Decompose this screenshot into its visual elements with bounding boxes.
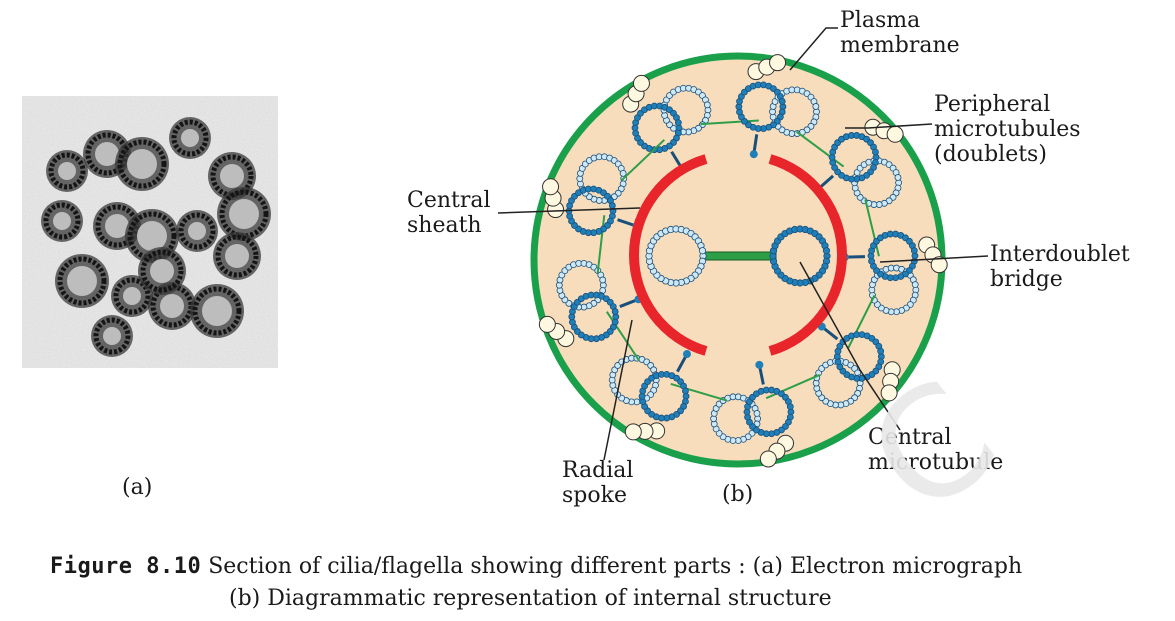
central-microtubule-left [645, 225, 707, 287]
a-tubule [743, 386, 795, 438]
electron-micrograph [22, 96, 278, 368]
leader-interdoublet [879, 255, 989, 263]
b-tubule [769, 86, 820, 137]
central-sheath [629, 154, 708, 356]
spoke-head [755, 360, 764, 369]
caption-line-2: (b) Diagrammatic representation of inter… [229, 586, 832, 611]
interdoublet-bridge [621, 139, 665, 181]
leader-central-sheath [497, 207, 641, 214]
a-tubule [638, 370, 690, 422]
leader-plasma-membrane [789, 27, 838, 71]
leader-peripheral [845, 123, 933, 129]
peripheral-doublet [538, 215, 643, 348]
b-tubule [868, 264, 920, 316]
dynein-arm [880, 384, 898, 402]
leader-central-microtubule [799, 261, 901, 431]
a-tubule [735, 81, 787, 132]
label-peripheral-microtubules: Peripheral microtubules (doublets) [934, 92, 1081, 167]
dynein-arm [886, 125, 904, 143]
dynein-arm [542, 178, 560, 196]
a-tubule [565, 185, 617, 237]
label-interdoublet-bridge: Interdoublet bridge [990, 242, 1130, 292]
dynein-arm [930, 256, 948, 274]
interdoublet-bridge [700, 119, 759, 126]
spoke-head [682, 350, 691, 359]
interdoublet-bridge [605, 311, 640, 362]
central-microtubule-right [769, 225, 831, 287]
b-tubule [555, 259, 607, 311]
b-tubule [812, 357, 864, 409]
panel-a-label: (a) [122, 475, 153, 500]
a-tubule [631, 102, 683, 154]
spoke-head [749, 150, 758, 159]
dynein-arm [632, 74, 650, 92]
label-radial-spoke: Radial spoke [562, 458, 634, 508]
a-tubule [828, 132, 880, 183]
peripheral-doublet [765, 322, 901, 409]
b-tubule [608, 354, 660, 406]
figure-caption: Figure 8.10 Section of cilia/flagella sh… [50, 551, 1160, 615]
interdoublet-bridge [670, 382, 728, 402]
dynein-arm [624, 423, 642, 441]
central-sheath-right [768, 154, 847, 356]
interdoublet-bridge [795, 130, 845, 168]
dynein-arm [769, 54, 787, 72]
peripheral-doublet [814, 118, 904, 257]
dynein-arm [759, 450, 777, 468]
dynein-arm [538, 315, 556, 333]
b-tubule [710, 393, 762, 444]
caption-line-1: Section of cilia/flagella showing differ… [208, 554, 1023, 579]
central-bridge [703, 251, 777, 261]
interdoublet-bridge [596, 215, 606, 274]
peripheral-doublet [622, 74, 759, 173]
peripheral-doublet [735, 54, 845, 168]
label-plasma-membrane: Plasma membrane [840, 8, 960, 58]
b-tubule [576, 153, 628, 204]
figure-number: Figure 8.10 [50, 554, 202, 579]
a-tubule [568, 291, 620, 343]
peripheral-doublet [605, 311, 691, 441]
peripheral-doublet [670, 360, 795, 468]
panel-b-label: (b) [722, 482, 754, 507]
label-central-sheath: Central sheath [407, 188, 491, 238]
label-central-microtubule: Central microtubule [868, 425, 1004, 475]
leader-radial-spoke [603, 319, 633, 461]
peripheral-doublet [542, 139, 665, 237]
a-tubule [867, 230, 919, 282]
